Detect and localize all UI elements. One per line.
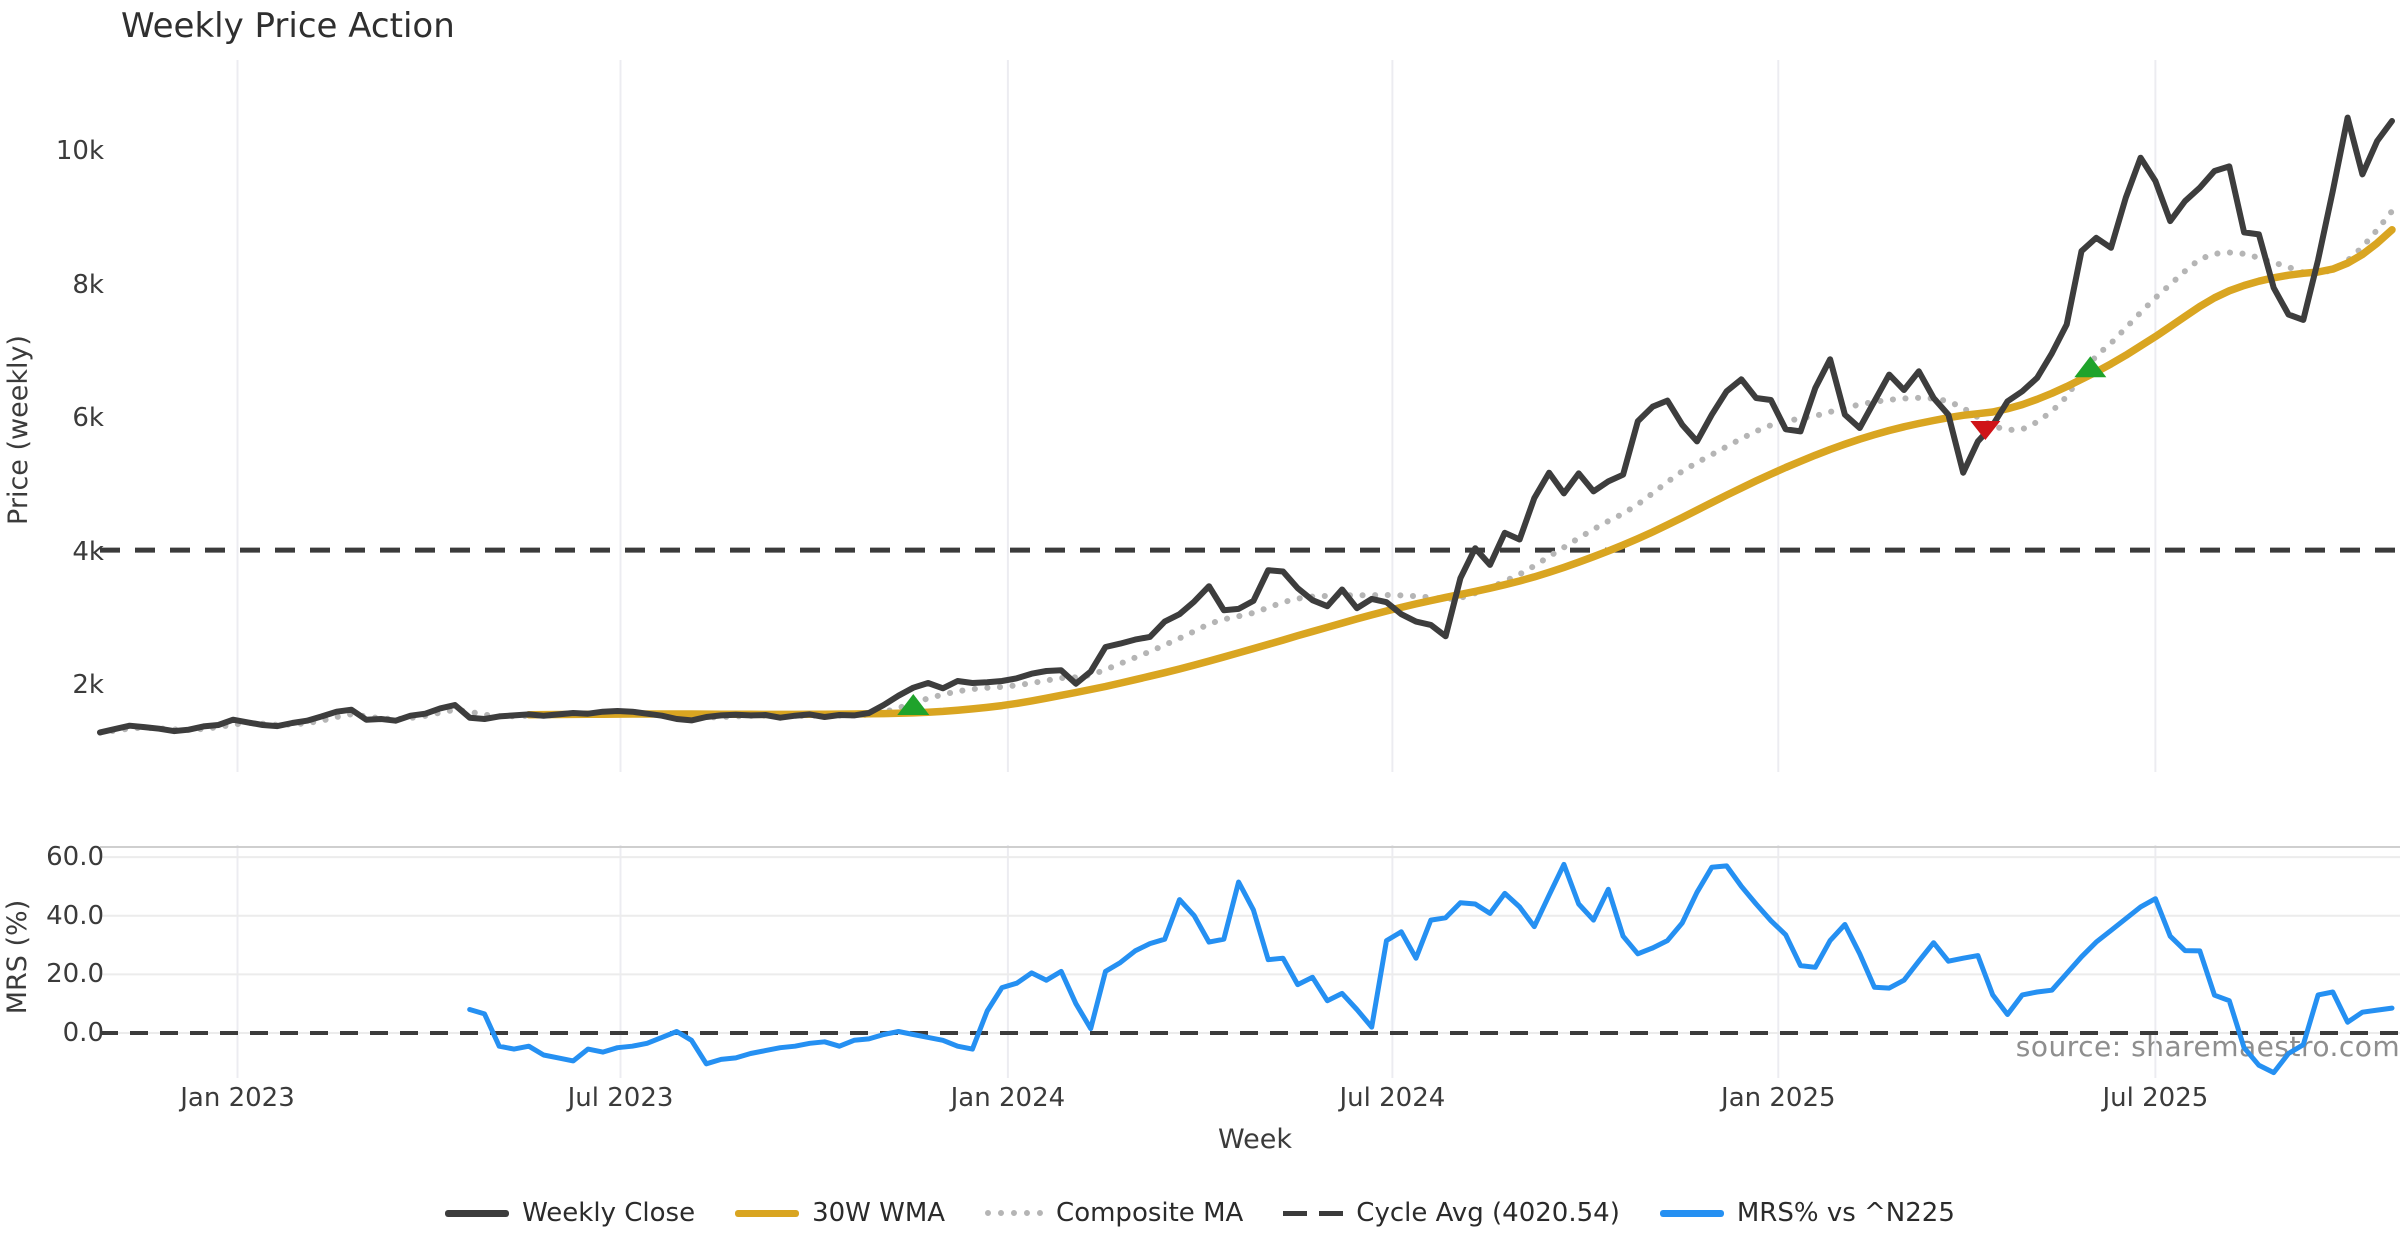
- wma-line-swatch: [735, 1209, 800, 1217]
- buy-signal-marker-0: [897, 694, 930, 716]
- series-composite-ma-line: [97, 208, 2395, 736]
- price-tick-label-8k: 8k: [72, 269, 104, 300]
- x-tick-label-jul-2024: Jul 2024: [1339, 1083, 1446, 1113]
- price-tick-label-10k: 10k: [55, 136, 104, 166]
- legend-label: Composite MA: [1056, 1198, 1244, 1228]
- mrs-tick-label-60.0: 60.0: [46, 842, 104, 872]
- mrs-line-swatch: [1659, 1209, 1724, 1217]
- x-tick-label-jul-2025: Jul 2025: [2102, 1083, 2209, 1113]
- price-tick-label-2k: 2k: [72, 670, 104, 700]
- mrs-tick-label-0.0: 0.0: [62, 1018, 104, 1048]
- weekly-close-line-swatch: [445, 1209, 510, 1217]
- series-30w-wma-line: [525, 226, 2396, 719]
- price-tick-label-6k: 6k: [72, 403, 104, 433]
- mrs-tick-label-40.0: 40.0: [46, 900, 104, 931]
- legend-label: Cycle Avg (4020.54): [1356, 1198, 1620, 1228]
- legend-item-composite-ma: Composite MA: [985, 1198, 1243, 1228]
- x-tick-label-jan-2023: Jan 2023: [180, 1083, 295, 1113]
- legend-label: 30W WMA: [812, 1198, 946, 1228]
- legend-label: Weekly Close: [522, 1198, 696, 1228]
- x-tick-label-jan-2025: Jan 2025: [1721, 1083, 1836, 1113]
- x-tick-label-jul-2023: Jul 2023: [567, 1083, 674, 1113]
- series-weekly-close-line: [97, 114, 2395, 736]
- x-axis-label: Week: [1218, 1124, 1292, 1155]
- legend-row: Weekly Close 30W WMA Composite MA Cycle …: [0, 1198, 2400, 1228]
- legend-item-weekly-close: Weekly Close: [445, 1198, 695, 1228]
- composite-ma-line-swatch: [985, 1210, 1044, 1216]
- buy-signal-marker-2: [2074, 356, 2107, 378]
- watermark: source: sharemaestro.com: [2015, 1030, 2400, 1063]
- price-tick-label-4k: 4k: [72, 536, 104, 567]
- legend-item-cycle-avg: Cycle Avg (4020.54): [1283, 1198, 1620, 1228]
- mrs-tick-label-20.0: 20.0: [46, 959, 104, 990]
- sell-signal-marker-1: [1970, 421, 2001, 441]
- cycle-avg-line-swatch: [1283, 1210, 1344, 1216]
- legend-item-30w-wma: 30W WMA: [735, 1198, 945, 1228]
- chart-title: Weekly Price Action: [121, 6, 455, 46]
- x-tick-label-jan-2024: Jan 2024: [950, 1083, 1066, 1113]
- legend-label: MRS% vs ^N225: [1736, 1198, 1955, 1228]
- legend-item-mrs: MRS% vs ^N225: [1659, 1198, 1955, 1228]
- series-mrs-vs-n225-line: [467, 861, 2395, 1076]
